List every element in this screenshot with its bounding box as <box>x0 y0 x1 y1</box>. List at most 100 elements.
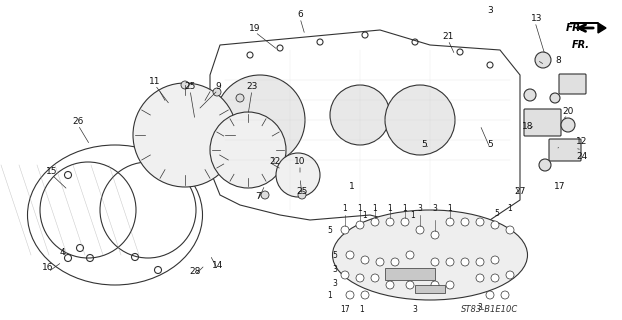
Circle shape <box>486 291 494 299</box>
Circle shape <box>461 218 469 226</box>
Text: 4: 4 <box>59 247 65 257</box>
Circle shape <box>550 93 560 103</box>
Circle shape <box>406 281 414 289</box>
Text: 7: 7 <box>255 191 261 201</box>
Text: 10: 10 <box>294 156 306 165</box>
Circle shape <box>431 231 439 239</box>
FancyBboxPatch shape <box>524 109 561 136</box>
Text: 3: 3 <box>333 266 338 275</box>
Text: 22: 22 <box>269 156 281 165</box>
Circle shape <box>539 159 551 171</box>
Circle shape <box>524 89 536 101</box>
Circle shape <box>181 81 189 89</box>
Circle shape <box>213 88 221 96</box>
Text: 1: 1 <box>448 204 452 212</box>
FancyBboxPatch shape <box>559 74 586 94</box>
Text: 1: 1 <box>358 204 363 212</box>
Circle shape <box>210 112 286 188</box>
Bar <box>385 268 435 280</box>
Circle shape <box>506 226 514 234</box>
Circle shape <box>361 291 369 299</box>
Text: 15: 15 <box>46 166 58 175</box>
FancyArrowPatch shape <box>579 25 593 31</box>
Circle shape <box>401 218 409 226</box>
Text: 1: 1 <box>402 204 407 212</box>
Circle shape <box>341 226 349 234</box>
Circle shape <box>346 291 354 299</box>
Circle shape <box>376 258 384 266</box>
Circle shape <box>371 274 379 282</box>
Text: 14: 14 <box>212 261 224 270</box>
Text: 8: 8 <box>555 55 561 65</box>
Circle shape <box>346 251 354 259</box>
Text: 16: 16 <box>42 263 53 273</box>
Circle shape <box>501 291 509 299</box>
Text: 3: 3 <box>333 278 338 287</box>
Text: 3: 3 <box>478 303 483 313</box>
Circle shape <box>371 218 379 226</box>
Circle shape <box>133 83 237 187</box>
Text: 3: 3 <box>487 5 493 14</box>
Text: FR.: FR. <box>572 40 590 50</box>
Text: 11: 11 <box>149 76 160 85</box>
Text: 27: 27 <box>514 187 526 196</box>
Circle shape <box>386 281 394 289</box>
Circle shape <box>276 153 320 197</box>
Circle shape <box>431 258 439 266</box>
Text: 12: 12 <box>577 137 588 146</box>
Circle shape <box>406 251 414 259</box>
Text: 13: 13 <box>531 13 543 22</box>
Text: 5: 5 <box>421 140 427 148</box>
Circle shape <box>476 258 484 266</box>
Text: 6: 6 <box>297 10 303 19</box>
Circle shape <box>261 191 269 199</box>
Text: 1: 1 <box>349 181 355 190</box>
Circle shape <box>446 258 454 266</box>
Text: 19: 19 <box>249 23 261 33</box>
Text: 25: 25 <box>296 187 308 196</box>
Text: 26: 26 <box>72 116 84 125</box>
Circle shape <box>361 256 369 264</box>
Circle shape <box>391 258 399 266</box>
Text: ST83-B1E10C: ST83-B1E10C <box>462 306 519 315</box>
Circle shape <box>215 75 305 165</box>
Circle shape <box>506 271 514 279</box>
Circle shape <box>416 226 424 234</box>
Text: 1: 1 <box>508 204 513 212</box>
Circle shape <box>476 274 484 282</box>
Circle shape <box>446 218 454 226</box>
Circle shape <box>356 221 364 229</box>
Circle shape <box>446 281 454 289</box>
Circle shape <box>491 274 499 282</box>
Circle shape <box>341 271 349 279</box>
Text: 17: 17 <box>340 306 350 315</box>
Text: 18: 18 <box>522 122 534 131</box>
Circle shape <box>385 85 455 155</box>
FancyBboxPatch shape <box>549 139 581 161</box>
Circle shape <box>431 281 439 289</box>
Circle shape <box>330 85 390 145</box>
Text: 24: 24 <box>577 151 588 161</box>
Text: 5: 5 <box>487 140 493 148</box>
Text: 1: 1 <box>360 306 364 315</box>
Text: 5: 5 <box>333 251 338 260</box>
Text: 1: 1 <box>363 211 368 220</box>
Polygon shape <box>570 23 606 33</box>
Text: 3: 3 <box>432 204 437 212</box>
Text: 9: 9 <box>215 82 221 91</box>
Text: 1: 1 <box>343 204 347 212</box>
Circle shape <box>535 52 551 68</box>
Circle shape <box>476 218 484 226</box>
Circle shape <box>236 94 244 102</box>
Circle shape <box>461 258 469 266</box>
Bar <box>415 285 445 293</box>
Circle shape <box>356 274 364 282</box>
Text: 1: 1 <box>373 204 378 212</box>
Text: FR.: FR. <box>565 23 585 33</box>
Circle shape <box>491 221 499 229</box>
Text: 17: 17 <box>554 181 566 190</box>
Text: 3: 3 <box>412 306 417 315</box>
Text: 23: 23 <box>246 82 258 91</box>
Text: 21: 21 <box>442 31 453 41</box>
Text: 3: 3 <box>417 204 422 212</box>
